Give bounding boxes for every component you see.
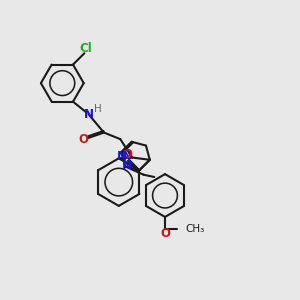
Text: O: O [122,148,132,161]
Text: N: N [122,149,132,162]
Text: Cl: Cl [80,42,92,55]
Text: O: O [160,227,170,240]
Text: O: O [78,133,88,146]
Text: N: N [122,159,132,172]
Text: N: N [83,108,94,121]
Text: CH₃: CH₃ [185,224,205,234]
Text: N: N [117,150,127,164]
Text: H: H [94,104,102,114]
